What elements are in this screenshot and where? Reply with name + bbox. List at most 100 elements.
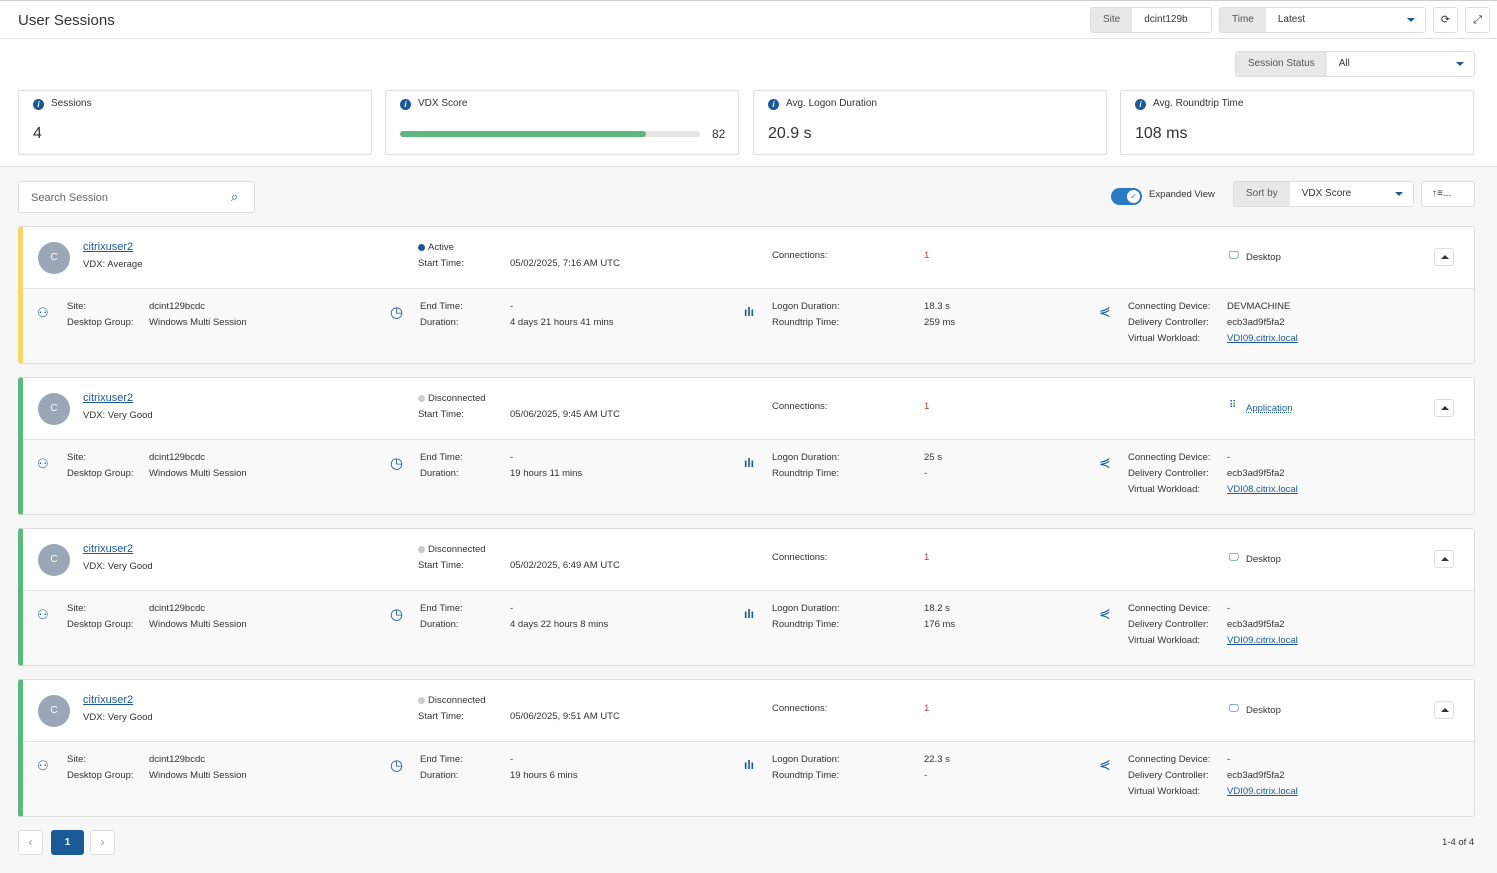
delivery-controller-label: Delivery Controller: (1128, 468, 1209, 479)
roundtrip-time-value: 259 ms (924, 317, 956, 328)
user-link[interactable]: citrixuser2 (83, 694, 134, 706)
vdx-rating: VDX: Average (83, 259, 143, 270)
virtual-workload-link[interactable]: VDI09.citrix.local (1227, 635, 1298, 646)
connections-label: Connections: (772, 703, 828, 714)
duration-value: 19 hours 6 mins (510, 770, 578, 781)
connecting-device-value: DEVMACHINE (1227, 301, 1291, 312)
site-label: Site: (67, 301, 87, 312)
session-status-filter[interactable]: Session Status All (1235, 51, 1475, 77)
site-value: dcint129bcdc (149, 603, 205, 614)
session-type[interactable]: Application (1246, 403, 1293, 414)
bar-chart-icon: ılı (744, 758, 755, 772)
status-text: Disconnected (428, 393, 486, 404)
connecting-device-value: - (1227, 754, 1231, 765)
end-time-value: - (510, 754, 514, 765)
refresh-button[interactable]: ⟳ (1433, 7, 1458, 33)
site-value[interactable]: dcint129b (1144, 14, 1188, 25)
sort-order-label: ↑≡... (1432, 188, 1452, 199)
start-time-label: Start Time: (418, 409, 464, 420)
delivery-controller-value: ecb3ad9f5fa2 (1227, 770, 1285, 781)
start-time-label: Start Time: (418, 258, 464, 269)
session-card: C citrixuser2 VDX: Average Active Start … (18, 226, 1475, 364)
logon-duration-label: Logon Duration: (772, 754, 840, 765)
status-dot-icon (418, 697, 425, 704)
status-dot-icon (418, 395, 425, 402)
session-status-select[interactable]: All (1327, 52, 1474, 76)
connecting-device-value: - (1227, 603, 1231, 614)
duration-value: 19 hours 11 mins (510, 468, 583, 479)
session-type: Desktop (1246, 705, 1281, 716)
duration-label: Duration: (420, 770, 459, 781)
chevron-down-icon (1395, 192, 1403, 196)
user-link[interactable]: citrixuser2 (83, 241, 134, 253)
delivery-controller-label: Delivery Controller: (1128, 770, 1209, 781)
time-value: Latest (1277, 14, 1306, 25)
user-link[interactable]: citrixuser2 (83, 392, 134, 404)
prev-page-button[interactable]: ‹ (18, 830, 43, 855)
collapse-button[interactable] (1434, 701, 1454, 719)
sort-value-select[interactable]: VDX Score (1290, 182, 1413, 206)
page-title: User Sessions (18, 12, 115, 29)
status-text: Disconnected (428, 695, 486, 706)
sort-by-select[interactable]: Sort by VDX Score (1233, 181, 1414, 207)
collapse-button[interactable] (1434, 248, 1454, 266)
end-time-label: End Time: (420, 301, 463, 312)
kpi-value: 20.9 s (768, 125, 812, 142)
session-status: Disconnected (418, 393, 486, 404)
next-page-button[interactable]: › (90, 830, 115, 855)
page-1-button[interactable]: 1 (51, 830, 84, 855)
share-nodes-icon: ⋞ (1099, 303, 1111, 319)
session-details: ⚇ Site: dcint129bcdc Desktop Group: Window… (23, 741, 1474, 816)
start-time-value: 05/06/2025, 9:45 AM UTC (510, 409, 620, 420)
kpi-vdx-score: i VDX Score 82 (385, 90, 739, 155)
virtual-workload-link[interactable]: VDI09.citrix.local (1227, 333, 1298, 344)
duration-label: Duration: (420, 619, 459, 630)
virtual-workload-link[interactable]: VDI08.citrix.local (1227, 484, 1298, 495)
search-input[interactable]: Search Session ⌕ (18, 181, 255, 213)
session-status: Active (418, 242, 454, 253)
connections-label: Connections: (772, 250, 828, 261)
session-status-label: Session Status (1236, 52, 1327, 76)
collapse-button[interactable] (1434, 399, 1454, 417)
kpi-value: 82 (712, 127, 726, 141)
collapse-button[interactable] (1434, 550, 1454, 568)
connections-label: Connections: (772, 552, 828, 563)
connecting-device-label: Connecting Device: (1128, 754, 1211, 765)
roundtrip-time-value: - (924, 770, 928, 781)
start-time-value: 05/02/2025, 7:16 AM UTC (510, 258, 620, 269)
start-time-value: 05/02/2025, 6:49 AM UTC (510, 560, 620, 571)
time-select[interactable]: Latest (1266, 8, 1425, 32)
session-type: Desktop (1246, 252, 1281, 263)
desktop-icon: 🖵 (1229, 250, 1239, 261)
roundtrip-time-value: - (924, 468, 928, 479)
logon-duration-value: 22.3 s (924, 754, 950, 765)
kpi-value: 108 ms (1135, 125, 1188, 142)
session-card: C citrixuser2 VDX: Very Good Disconnecte… (18, 528, 1475, 666)
sort-order-button[interactable]: ↑≡... (1421, 181, 1475, 207)
virtual-workload-link[interactable]: VDI09.citrix.local (1227, 786, 1298, 797)
expanded-view-toggle[interactable]: ✓ (1111, 188, 1142, 205)
desktop-group-value: Windows Multi Session (149, 468, 247, 479)
site-value: dcint129bcdc (149, 452, 205, 463)
application-grid-icon: ⠿ (1229, 400, 1237, 411)
logon-duration-label: Logon Duration: (772, 301, 840, 312)
clock-icon: ◷ (390, 304, 404, 321)
chevron-down-icon (1456, 62, 1464, 66)
clock-icon: ◷ (390, 606, 404, 623)
fullscreen-button[interactable]: ⤢ (1465, 7, 1490, 33)
check-icon: ✓ (1127, 190, 1140, 203)
site-label: Site: (67, 603, 87, 614)
duration-value: 4 days 22 hours 8 mins (510, 619, 609, 630)
bar-chart-icon: ılı (744, 607, 755, 621)
kpi-label: Avg. Logon Duration (786, 98, 877, 109)
time-filter[interactable]: Time Latest (1219, 7, 1426, 33)
user-link[interactable]: citrixuser2 (83, 543, 134, 555)
site-filter[interactable]: Site dcint129b (1090, 7, 1212, 33)
delivery-controller-value: ecb3ad9f5fa2 (1227, 468, 1285, 479)
info-icon: i (33, 99, 44, 110)
expanded-view-label: Expanded View (1149, 189, 1215, 200)
vdx-rating: VDX: Very Good (83, 712, 153, 723)
share-nodes-icon: ⋞ (1099, 454, 1111, 470)
session-details: ⚇ Site: dcint129bcdc Desktop Group: Window… (23, 439, 1474, 514)
start-time-label: Start Time: (418, 711, 464, 722)
